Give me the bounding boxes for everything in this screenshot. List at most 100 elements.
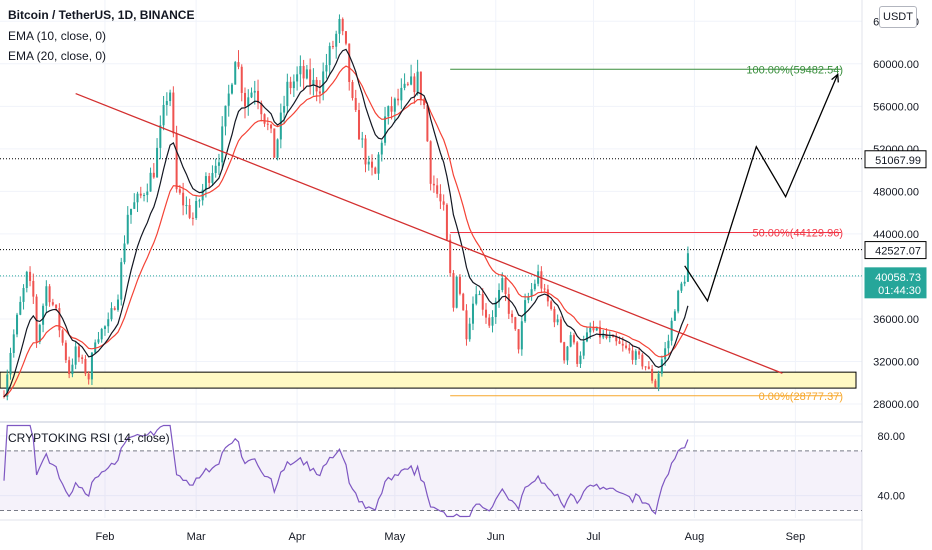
candle-body [354,98,357,110]
candle [175,125,178,193]
candle [29,266,32,287]
candle [445,203,448,241]
support-zone [0,371,857,389]
candle-body [367,161,370,165]
candle-body [35,296,38,342]
candle [344,31,347,46]
candle-body [178,189,181,193]
candle-body [683,281,686,284]
ema20-legend[interactable]: EMA (20, close, 0) [8,49,107,63]
time-tick-label: Mar [187,531,206,543]
currency-button[interactable]: USDT [879,6,917,28]
candle [120,257,123,306]
candle-body [237,62,240,67]
candle [162,95,165,131]
candle-body [638,351,641,355]
candle [312,68,315,96]
candle [90,351,93,386]
candle [116,294,119,312]
candle [543,283,546,292]
candle [309,58,312,95]
candle [488,314,491,328]
candle-body [621,343,624,346]
fib-level-label: 0.00%(28777.37) [759,391,843,403]
candle-body [87,373,90,380]
candle [84,355,87,377]
candle-body [498,289,501,302]
candle [598,320,602,344]
candle-body [143,195,146,197]
candle [537,264,540,287]
candle [507,287,510,320]
candle [481,288,484,316]
candle-body [221,126,224,163]
candle-body [452,273,455,308]
candle-body [116,299,119,310]
candle-body [397,98,400,101]
candle-body [64,342,67,361]
candle [19,296,22,316]
fib-level-label: 100.00%(59482.54) [746,64,843,76]
candle [341,17,344,36]
candle-body [341,18,344,32]
candle [335,30,338,59]
candle-body [559,319,562,343]
candle-body [230,84,233,94]
candle [103,325,106,336]
candle-body [478,294,481,296]
candle-body [335,33,338,47]
time-tick-label: Sep [786,531,806,543]
candle-body [208,176,211,183]
candle-body [240,66,243,93]
candle-body [598,326,602,338]
candle [191,212,194,226]
price-tick-label: 32000.00 [873,357,919,369]
price-level-tag-text: 40058.73 [875,272,921,284]
candle-body [133,202,136,209]
candle-body [103,326,106,329]
candle [159,115,162,160]
candle [553,306,556,328]
candle [133,193,136,210]
candle [328,42,331,74]
candle-body [182,192,185,206]
candle [188,198,191,220]
candle-body [569,335,572,347]
candle [550,300,553,311]
candle [439,184,442,210]
candle-body [188,205,191,218]
candle-body [501,278,504,290]
candle-body [416,71,419,93]
rsi-legend[interactable]: CRYPTOKING RSI (14, close) [8,431,170,445]
candle [498,283,501,308]
candle-body [344,31,347,44]
candle-body [126,214,129,244]
candle [22,284,25,310]
candle [81,354,84,364]
candle [51,298,54,307]
candle-body [563,342,566,361]
candle [130,208,133,224]
candle [123,235,126,265]
candle [139,186,142,199]
candle [371,154,374,176]
candle-body [263,114,266,124]
price-level-tag-box [864,241,927,260]
candle [524,293,527,323]
candle-body [279,112,282,140]
candle-body [374,167,377,174]
candle-body [556,319,559,323]
candle-body [371,161,374,168]
candle-body [156,147,159,178]
candle-body [139,193,142,196]
candle-body [270,124,273,129]
candle [442,194,445,211]
ema10-legend[interactable]: EMA (10, close, 0) [8,29,107,43]
candle [556,314,559,326]
price-level-tag-text: 51067.99 [875,155,921,167]
candle-body [465,310,468,340]
candle-body [553,308,556,323]
candle-body [296,74,299,82]
candle-body [165,101,168,105]
